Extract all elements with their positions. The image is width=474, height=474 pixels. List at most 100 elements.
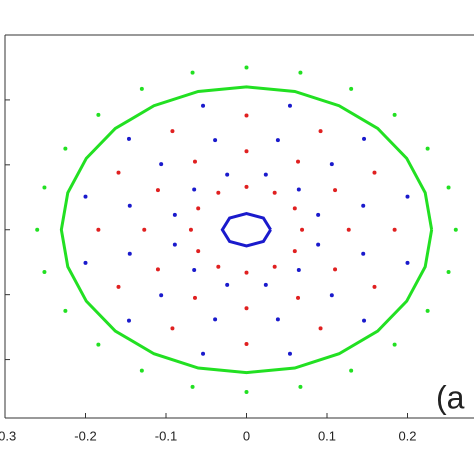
point	[159, 162, 164, 167]
point	[96, 342, 101, 347]
point	[329, 162, 334, 167]
point	[425, 308, 430, 313]
point	[139, 368, 144, 373]
point	[63, 146, 68, 151]
point	[96, 227, 101, 232]
point	[296, 267, 301, 272]
x-tick-label: -0.3	[0, 428, 16, 443]
point	[63, 308, 68, 313]
point	[201, 351, 206, 356]
point	[170, 326, 175, 331]
point	[272, 264, 277, 269]
point	[126, 136, 131, 141]
point	[196, 249, 201, 254]
point	[372, 170, 377, 175]
point	[287, 351, 292, 356]
point	[96, 112, 101, 117]
point	[155, 188, 160, 193]
point	[126, 318, 131, 323]
point	[192, 295, 197, 300]
point	[318, 129, 323, 134]
point	[362, 136, 367, 141]
point	[349, 368, 354, 373]
point	[83, 194, 88, 199]
point	[292, 206, 297, 211]
point	[349, 86, 354, 91]
point	[263, 172, 268, 177]
point	[225, 172, 230, 177]
point	[453, 227, 458, 232]
point	[213, 317, 218, 322]
point	[296, 295, 301, 300]
point	[196, 206, 201, 211]
point	[188, 227, 193, 232]
point	[244, 306, 249, 311]
point	[272, 190, 277, 195]
point	[83, 260, 88, 265]
point	[275, 138, 280, 143]
point	[263, 282, 268, 287]
point	[190, 70, 195, 75]
point	[244, 113, 249, 118]
point	[139, 86, 144, 91]
point	[405, 260, 410, 265]
point	[190, 384, 195, 389]
point	[172, 212, 177, 217]
point	[244, 65, 249, 70]
point	[127, 203, 132, 208]
point	[127, 251, 132, 256]
point	[244, 184, 249, 189]
point	[298, 70, 303, 75]
point	[298, 384, 303, 389]
point	[116, 170, 121, 175]
x-tick-label: -0.2	[74, 428, 96, 443]
point	[300, 227, 305, 232]
point	[213, 138, 218, 143]
point	[172, 242, 177, 247]
point	[225, 282, 230, 287]
point	[346, 227, 351, 232]
point	[392, 112, 397, 117]
x-tick-label: 0.2	[398, 428, 416, 443]
panel-label: (a	[436, 379, 465, 415]
point	[318, 326, 323, 331]
point	[116, 284, 121, 289]
point	[316, 212, 321, 217]
point	[192, 159, 197, 164]
curve	[220, 211, 272, 248]
point	[425, 146, 430, 151]
point	[392, 227, 397, 232]
curve	[59, 85, 434, 375]
point	[392, 342, 397, 347]
point	[201, 103, 206, 108]
point	[35, 227, 40, 232]
point	[42, 185, 47, 190]
point	[244, 149, 249, 154]
point	[244, 341, 249, 346]
point	[170, 129, 175, 134]
point	[361, 203, 366, 208]
point	[216, 264, 221, 269]
point	[155, 267, 160, 272]
point	[361, 251, 366, 256]
point	[316, 242, 321, 247]
point	[446, 185, 451, 190]
point	[333, 188, 338, 193]
point	[333, 267, 338, 272]
point	[296, 159, 301, 164]
point	[292, 249, 297, 254]
point	[42, 269, 47, 274]
point	[275, 317, 280, 322]
point	[192, 267, 197, 272]
point	[329, 293, 334, 298]
point	[244, 270, 249, 275]
point	[287, 103, 292, 108]
point	[372, 284, 377, 289]
point	[159, 293, 164, 298]
point	[405, 194, 410, 199]
point	[446, 269, 451, 274]
point	[362, 318, 367, 323]
x-tick-label: -0.1	[155, 428, 177, 443]
point	[244, 390, 249, 395]
